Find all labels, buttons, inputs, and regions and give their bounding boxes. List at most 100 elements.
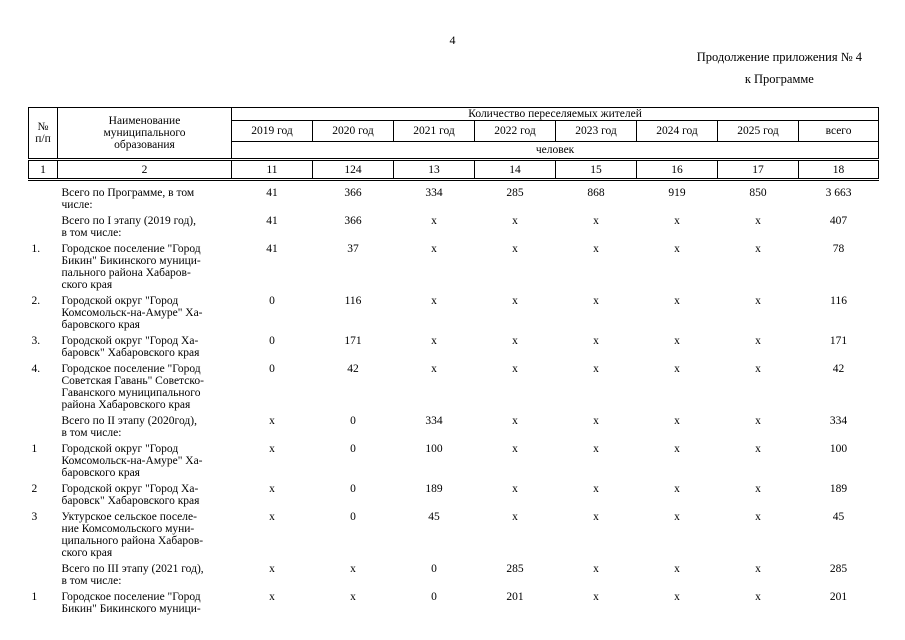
row-value: x [431, 335, 437, 347]
header-year-2020: 2020 год [312, 120, 394, 142]
row-value: x [512, 363, 518, 375]
row-num: 1 [31, 443, 38, 455]
row-value: 116 [830, 295, 847, 307]
row-value: x [593, 215, 599, 227]
page-number: 4 [449, 33, 456, 47]
row-value: x [431, 243, 437, 255]
row-value: x [269, 511, 275, 523]
row-value: x [593, 511, 599, 523]
row-value: 0 [269, 295, 275, 307]
header-unit-row: человек [29, 141, 880, 160]
row-value: x [674, 511, 680, 523]
row-value: 919 [668, 187, 686, 199]
row-name: Всего по III этапу (2021 год), в том чис… [61, 563, 204, 587]
row-value: 0 [431, 563, 437, 575]
appendix-heading: Продолжение приложения № 4 к Программе [697, 46, 862, 90]
row-num: 1. [31, 243, 41, 255]
row-value: x [593, 415, 599, 427]
row-value: 189 [829, 483, 848, 495]
table-row: 1. Городское поселение "Город Бикин" Бик… [29, 243, 879, 295]
table-row: Всего по II этапу (2020год), в том числе… [29, 415, 879, 443]
row-num: 2 [31, 483, 38, 495]
table-row: 2. Городской округ "Город Комсомольск-на… [29, 295, 879, 335]
header-year-2025: 2025 год [717, 120, 799, 142]
table-header: № п/п Наименование муниципального образо… [28, 107, 880, 181]
table-row: 3 Уктурское сельское поселе- ние Комсомо… [29, 511, 879, 563]
header-year-2021: 2021 год [393, 120, 475, 142]
row-value: 285 [506, 563, 524, 575]
row-value: 0 [350, 443, 356, 455]
row-value: x [755, 483, 761, 495]
row-value: 201 [829, 591, 848, 603]
numbering-cell: 15 [555, 158, 637, 181]
row-value: x [674, 295, 680, 307]
row-value: x [269, 563, 275, 575]
appendix-line-2: к Программе [744, 72, 814, 86]
numbering-cell: 2 [57, 158, 232, 181]
table-row: 3. Городской округ "Город Ха- баровск" Х… [29, 335, 879, 363]
row-value: x [593, 363, 599, 375]
header-col-num: № п/п [28, 107, 58, 160]
row-value: 366 [344, 215, 362, 227]
row-num [29, 180, 58, 216]
row-name: Городское поселение "Город Бикин" Бикинс… [61, 243, 201, 291]
table-row: Всего по III этапу (2021 год), в том чис… [29, 563, 879, 591]
row-value: 0 [431, 591, 437, 603]
row-value: x [512, 335, 518, 347]
row-value: x [755, 215, 761, 227]
header-numbering-row: 1 2 11 124 13 14 15 16 17 18 [28, 158, 880, 181]
row-value: 42 [347, 363, 359, 375]
row-value: x [512, 511, 518, 523]
row-value: 41 [266, 187, 278, 199]
header-year-total: всего [797, 120, 880, 142]
row-num: 4. [31, 363, 41, 375]
numbering-cell: 17 [717, 158, 799, 181]
row-value: 116 [344, 295, 362, 307]
row-value: 0 [269, 363, 275, 375]
numbering-cell: 11 [231, 158, 313, 181]
row-value: 41 [266, 243, 278, 255]
row-value: x [593, 563, 599, 575]
row-value: 45 [428, 511, 440, 523]
header-year-2019: 2019 год [231, 120, 313, 142]
row-value: x [593, 591, 599, 603]
header-unit: человек [230, 141, 880, 160]
row-value: x [512, 215, 518, 227]
row-value: 171 [344, 335, 362, 347]
header-col-name: Наименование муниципального образования [57, 107, 232, 160]
table-row: 2 Городской округ "Город Ха- баровск" Ха… [29, 483, 879, 511]
row-value: x [512, 483, 518, 495]
row-value: x [512, 415, 518, 427]
row-value: 3 663 [825, 187, 852, 199]
row-value: x [350, 591, 356, 603]
row-num [29, 215, 58, 243]
table-row: Всего по Программе, в том числе: 41 366 … [29, 180, 879, 216]
row-value: x [755, 415, 761, 427]
row-value: 0 [350, 483, 356, 495]
row-value: 407 [829, 215, 848, 227]
row-value: x [269, 415, 275, 427]
row-value: 42 [832, 363, 845, 375]
row-value: 868 [587, 187, 605, 199]
header-group-row: № п/п Наименование муниципального образо… [28, 107, 880, 160]
row-value: x [593, 335, 599, 347]
row-value: 37 [347, 243, 359, 255]
row-value: x [755, 443, 761, 455]
row-value: 285 [506, 187, 524, 199]
row-value: x [350, 563, 356, 575]
row-value: x [269, 443, 275, 455]
row-value: x [593, 483, 599, 495]
row-value: x [755, 591, 761, 603]
row-num [29, 415, 58, 443]
row-value: x [269, 483, 275, 495]
row-value: x [593, 243, 599, 255]
row-value: x [755, 511, 761, 523]
row-value: x [593, 443, 599, 455]
row-value: x [674, 415, 680, 427]
numbering-cell: 14 [474, 158, 556, 181]
row-num [29, 563, 58, 591]
row-value: 201 [506, 591, 524, 603]
row-value: x [755, 295, 761, 307]
row-value: x [593, 295, 599, 307]
